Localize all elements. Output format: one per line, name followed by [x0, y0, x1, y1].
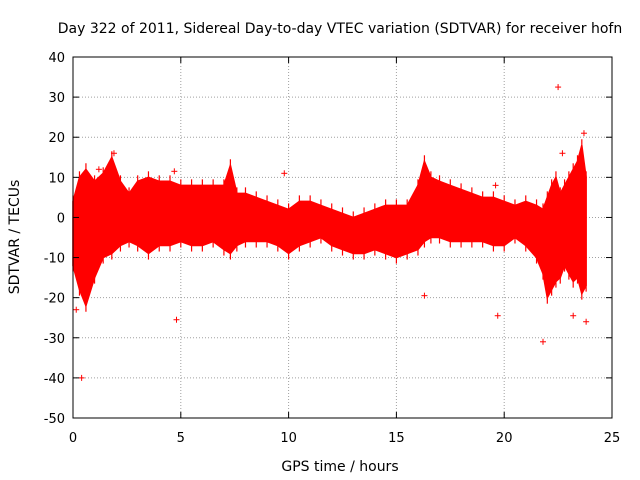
data-point [492, 182, 499, 189]
data-point [421, 292, 428, 299]
axis-ticks: 0 5 10 15 20 25 -50 -40 -30 -20 -10 0 10 20 30 40 [44, 51, 621, 446]
data-point [559, 150, 566, 157]
x-tick-label: 10 [280, 431, 297, 446]
series-band [72, 145, 587, 308]
data-point [281, 170, 288, 177]
data-point [78, 374, 85, 381]
y-axis-label: SDTVAR / TECUs [7, 180, 23, 295]
x-axis-label: GPS time / hours [281, 459, 398, 475]
data-point [583, 318, 590, 325]
y-tick-label: -10 [44, 252, 65, 267]
data-point [555, 84, 562, 91]
data-point [540, 338, 547, 345]
data-point [570, 312, 577, 319]
data-point [171, 168, 178, 175]
x-tick-label: 0 [69, 431, 77, 446]
data-point [580, 130, 587, 137]
x-tick-label: 5 [177, 431, 185, 446]
y-tick-label: 0 [57, 211, 65, 226]
x-tick-label: 20 [496, 431, 513, 446]
plot-frame [72, 56, 613, 419]
y-tick-label: -50 [44, 412, 65, 427]
y-tick-label: 40 [48, 51, 65, 66]
y-tick-label: 10 [48, 171, 65, 186]
data-point [95, 166, 102, 173]
data-point [73, 306, 80, 313]
y-tick-label: 20 [48, 131, 65, 146]
y-tick-label: -20 [44, 292, 65, 307]
data-point [173, 316, 180, 323]
plot-data [72, 84, 590, 381]
x-tick-label: 15 [388, 431, 405, 446]
x-tick-label: 25 [604, 431, 621, 446]
data-point [110, 150, 117, 157]
y-tick-label: 30 [48, 91, 65, 106]
y-tick-label: -40 [44, 372, 65, 387]
y-tick-label: -30 [44, 332, 65, 347]
data-point [494, 312, 501, 319]
chart-title: Day 322 of 2011, Sidereal Day-to-day VTE… [58, 21, 622, 37]
